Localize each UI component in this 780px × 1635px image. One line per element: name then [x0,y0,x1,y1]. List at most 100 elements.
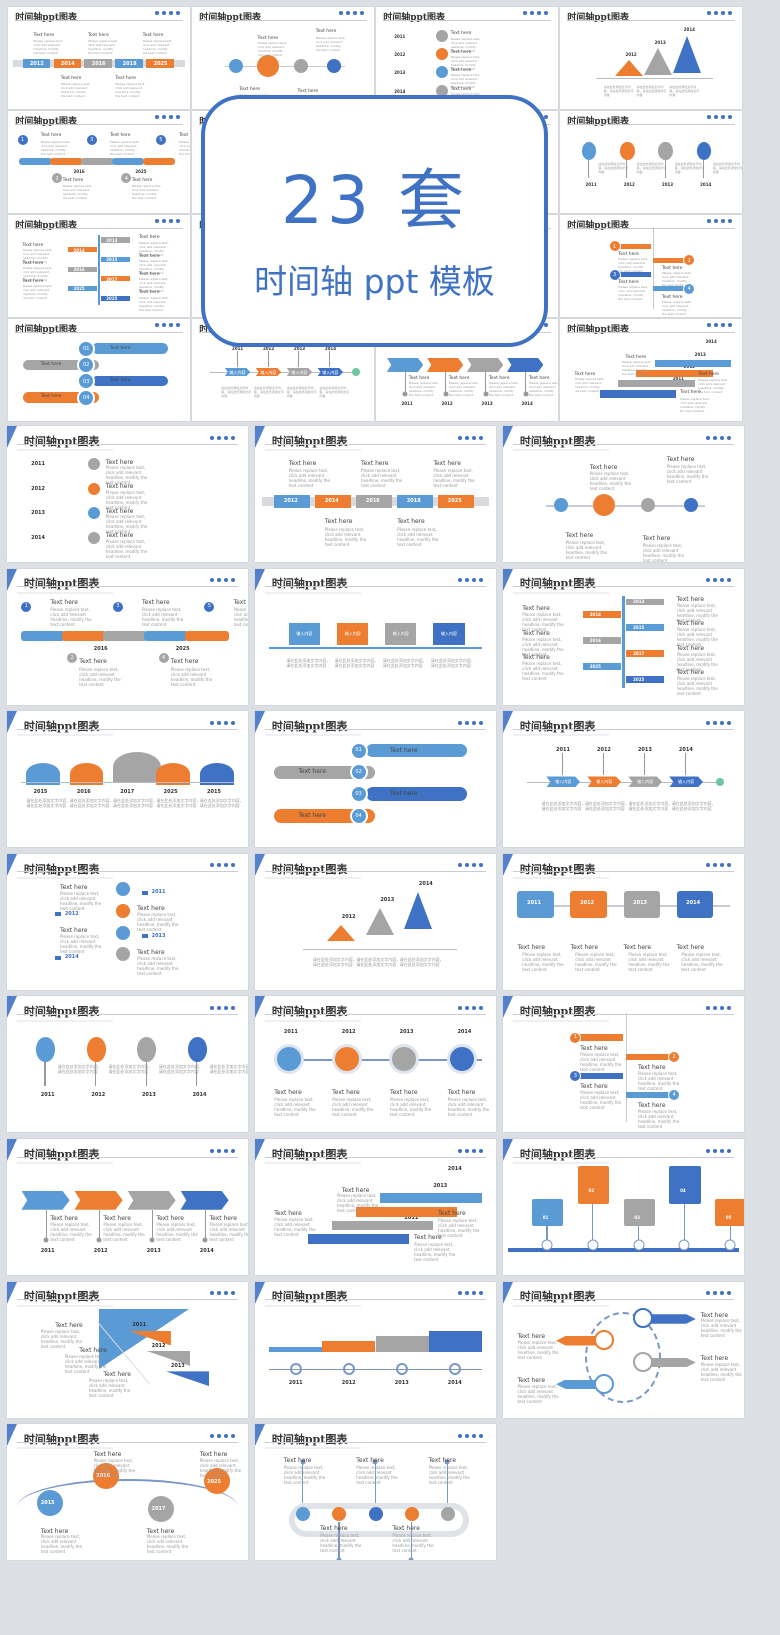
slide-thumbnail-18[interactable]: 时间轴ppt图表 Text here Please replace text, cl… [503,426,744,562]
year-label: 2025 [106,296,118,302]
text-here-label: Text here [700,1311,729,1319]
oval-icon [620,141,635,160]
body-text: Please replace text, click add relevant … [361,468,403,489]
vertical-divider [625,1012,627,1122]
slide-thumbnail-8[interactable]: 时间轴ppt图表 2013 2014 2015 2016 2017 2025 2025 Text… [8,215,190,317]
text-here-label: Text here [179,133,190,139]
dot [224,1148,229,1153]
pill-label: Text here [298,768,326,776]
body-text: Please replace text, click add relevant … [637,1071,680,1092]
slide-thumbnail-22[interactable]: 时间轴ppt图表 2015 请在此处添加文字内容，请在此处添加文字内容 2016 请在此… [7,711,248,848]
subtitle-placeholder [264,1304,362,1307]
slide-thumbnail-37[interactable]: 时间轴ppt图表 2015 Text here Please replace text… [7,1424,248,1561]
slide-thumbnail-19[interactable]: 时间轴ppt图表 1 2 3 4 5 Text here Please replace tex… [7,568,248,705]
year-label: 2014 [394,88,406,94]
slide-thumbnail-0[interactable]: 时间轴ppt图表 2012 2014 2016 2018 2025 Text here Ple… [8,7,190,109]
year-chevron [84,59,112,69]
slide-thumbnail-2[interactable]: 时间轴ppt图表 Text here Please replace text, cl… [376,7,558,109]
slide-thumbnail-12[interactable]: 时间轴ppt图表 01 Text here 02 Text here 03 Text her… [8,319,190,421]
body-text: Please replace text, click add relevant … [88,38,118,55]
dots-icon [706,323,735,329]
body-text: Please replace text, click add relevant … [105,489,148,510]
dot [161,115,166,120]
slide-thumbnail-20[interactable]: 时间轴ppt图表 输入内容 请在此处添加文字内容，请在此处添加文字内容 输入内容 请在此… [255,568,496,705]
text-here-label: Text here [115,76,137,82]
slide-thumbnail-31[interactable]: 时间轴ppt图表 Text here Please replace text, cl… [7,1139,248,1275]
year-label: 2025 [163,788,178,795]
year-circle [148,1495,175,1522]
text-here-label: Text here [522,654,550,662]
cn-body-text: 请在此处添加文字内容，请在此处添加文字内容 [598,162,629,174]
year-label: 2013 [399,1029,414,1036]
timeline-segment [80,157,114,166]
text-here-label: Text here [642,534,671,542]
slide-thumbnail-33[interactable]: 时间轴ppt图表 01 02 03 04 05 [503,1139,744,1275]
slide-thumbnail-27[interactable]: 时间轴ppt图表 2011 Text here Please replace text… [503,853,744,990]
slide-thumbnail-4[interactable]: 时间轴ppt图表 1 2 3 4 5 Text here Please replace tex… [8,111,190,213]
text-here-label: Text here [623,943,652,951]
slide-thumbnail-34[interactable]: 时间轴ppt图表 2011 2012 2013 Text here Please repl… [7,1281,248,1418]
slide-thumbnail-32[interactable]: 时间轴ppt图表2011201220132014Text herePlease … [255,1139,496,1275]
slide-thumbnail-29[interactable]: 时间轴ppt图表 2011 Text here Please replace text… [255,996,496,1133]
header-divider [512,1014,735,1016]
slide-thumbnail-3[interactable]: 时间轴ppt图表 2012 请在此处添加文字内容，请在此处添加文字内容 2013 请在此… [560,7,742,109]
slide-thumbnail-24[interactable]: 时间轴ppt图表 输入内容 2011 请在此处添加文字内容，请在此处添加文字内容 输入内… [503,711,744,848]
slide-thumbnail-21[interactable]: 时间轴ppt图表 2013 2014 2015 2016 2017 2025 2025 Text… [503,568,744,705]
slide-thumbnail-28[interactable]: 时间轴ppt图表 2011 请在此处添加文字内容，请在此处添加文字内容 2012 请在此… [7,996,248,1133]
slide-thumbnail-11[interactable]: 时间轴ppt图表 1 Text here Please replace text, c… [560,215,742,317]
dots-icon [154,115,183,121]
slide-thumbnail-23[interactable]: 时间轴ppt图表 01 Text here 02 Text here 03 Text her… [255,711,496,848]
slide-thumbnail-35[interactable]: 时间轴ppt图表 2011 2012 2013 2014 [255,1281,496,1418]
step-number: 1 [20,137,25,143]
dot [465,1148,470,1153]
year-label: 2013 [151,932,166,939]
pin-marker [408,1557,414,1561]
year-label: 2011 [40,1091,55,1098]
slide-thumbnail-7[interactable]: 时间轴ppt图表 2011 请在此处添加文字内容，请在此处添加文字内容 2012 请在此… [560,111,742,213]
card-box [669,1166,701,1205]
social-icon-circle [115,882,130,897]
slide-title: 时间轴ppt图表 [271,1432,348,1446]
dot [231,720,236,725]
slide-thumbnail-16[interactable]: 时间轴ppt图表 Text here Please replace text, cl… [7,426,248,562]
text-here-label: Text here [131,178,153,184]
year-label: 2013 [146,1247,161,1254]
cn-body-text: 请在此处添加文字内容，请在此处添加文字内容 [669,84,700,97]
year-label: 2017 [151,1505,166,1512]
slide-thumbnail-30[interactable]: 时间轴ppt图表 1 Text here Please replace text, c… [503,996,744,1133]
text-here-label: Text here [618,280,639,286]
subtitle-placeholder [512,734,610,737]
dome-shape [113,751,162,782]
body-text: Please replace text, click add relevant … [637,1109,680,1130]
slide-thumbnail-36[interactable]: 时间轴ppt图表 Text here Please replace text, cl… [503,1281,744,1418]
cn-body-text: 请在此处添加文字内容，请在此处添加文字内容 [636,84,667,97]
slide-thumbnail-17[interactable]: 时间轴ppt图表 2012 2014 2016 2018 2025 Text here Ple… [255,426,496,562]
vertical-divider [652,227,654,309]
timeline-segment [111,157,145,166]
text-here-label: Text here [274,1088,302,1096]
icon-circle [435,47,448,60]
body-text: Please replace text, click add relevant … [680,396,710,413]
slide-thumbnail-26[interactable]: 时间轴ppt图表 2012 请在此处添加文字内容，请在此处添加文字内容 2013 请在此… [255,853,496,990]
body-text: Please replace text, click add relevant … [103,1221,145,1242]
stair-bar [600,390,677,398]
content-box [385,622,417,645]
body-text: Please replace text, click add relevant … [93,1458,136,1479]
year-label: 2013 [141,1091,156,1098]
slide-thumbnail-38[interactable]: 时间轴ppt图表 Text here Please replace text, cl… [255,1424,496,1561]
header-divider [16,728,239,730]
number-circle [349,763,368,782]
leader-line [338,1522,340,1561]
year-flag [582,663,622,670]
slide-thumbnail-15[interactable]: 时间轴ppt图表2011201220132014Text herePlease … [560,319,742,421]
text-here-label: Text here [50,1215,78,1223]
slide-thumbnail-1[interactable]: 时间轴ppt图表 Text here Please replace text, cl… [192,7,374,109]
step-number: 01 [83,346,90,353]
text-here-label: Text here [315,29,337,35]
slide-thumbnail-25[interactable]: 时间轴ppt图表 Text here Please replace text, cl… [7,853,248,990]
text-here-label: Text here [676,595,705,603]
dome-shape [156,762,191,785]
year-flag [68,285,98,291]
body-text: Please replace text, click add relevant … [517,1340,559,1361]
icon-circle [389,1043,420,1074]
